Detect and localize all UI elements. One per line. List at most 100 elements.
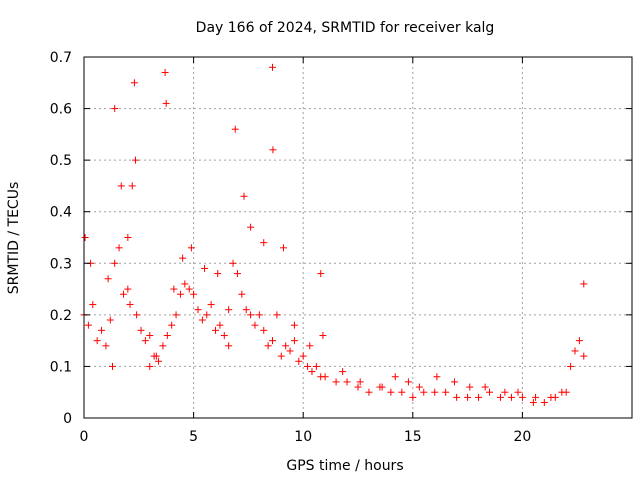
data-point [317,270,325,278]
data-point [130,79,138,87]
data-point [312,362,320,370]
data-point [225,306,233,314]
x-tick-label: 0 [80,429,89,445]
data-point [415,383,423,391]
data-point [233,270,241,278]
data-point [132,156,140,164]
data-point [264,342,272,350]
data-point [450,378,458,386]
data-point [398,388,406,396]
data-point [128,182,136,190]
data-point [216,321,224,329]
y-tick-label: 0.6 [50,102,72,118]
data-point [133,311,141,319]
data-point [185,285,193,293]
data-point [279,244,287,252]
data-point [141,337,149,345]
data-point [277,352,285,360]
data-point [580,280,588,288]
data-point [339,368,347,376]
y-tick-label: 0.5 [50,153,72,169]
data-point [242,306,250,314]
data-point [269,337,277,345]
data-point [269,63,277,71]
data-point [111,105,119,113]
data-point [466,383,474,391]
axis-ticks [83,56,632,419]
data-point [514,388,522,396]
y-tick-label: 0.4 [50,205,72,221]
data-point [442,388,450,396]
y-tick-label: 0 [63,411,72,427]
data-point [159,342,167,350]
data-point [163,331,171,339]
data-point [290,321,298,329]
data-point [321,373,329,381]
data-point [203,311,211,319]
tick-labels: 0 5 10 15 20 0 0.1 0.2 0.3 0.4 0.5 0.6 0.7 [50,50,532,445]
chart-title: Day 166 of 2024, SRMTID for receiver kal… [196,20,495,36]
data-point [93,337,101,345]
data-point [155,357,163,365]
data-point [507,393,515,401]
y-axis-label: SRMTID / TECUs [6,182,22,295]
data-point [98,326,106,334]
data-point [319,331,327,339]
data-point [580,352,588,360]
data-point [251,321,259,329]
data-point [529,399,537,407]
data-point [247,311,255,319]
y-tick-label: 0.2 [50,308,72,324]
x-tick-label: 10 [294,429,312,445]
data-point [255,311,263,319]
data-point [115,244,123,252]
data-point [214,270,222,278]
data-point [181,280,189,288]
data-point [404,378,412,386]
data-point [225,342,233,350]
data-point [356,378,364,386]
data-marks [80,63,588,407]
data-point [260,326,268,334]
grid-layer [84,57,632,418]
data-point [332,378,340,386]
data-point [295,357,303,365]
x-tick-label: 15 [404,429,422,445]
data-point [532,393,540,401]
data-point [391,373,399,381]
data-point [431,388,439,396]
data-point [89,301,97,309]
data-point [231,125,239,133]
data-point [273,311,281,319]
data-point [146,362,154,370]
data-point [306,342,314,350]
data-point [304,362,312,370]
data-point [481,383,489,391]
data-point [547,393,555,401]
plot-frame [83,56,633,419]
data-point [187,244,195,252]
x-tick-label: 5 [189,429,198,445]
data-point [119,290,127,298]
data-point [575,337,583,345]
data-point [229,259,237,267]
data-point [108,362,116,370]
data-point [106,316,114,324]
y-tick-label: 0.7 [50,50,72,66]
data-point [558,388,566,396]
data-point [486,388,494,396]
data-point [286,347,294,355]
data-point [168,321,176,329]
data-point [260,239,268,247]
data-point [240,192,248,200]
data-point [162,99,170,107]
data-point [126,301,134,309]
data-point [290,337,298,345]
data-point [102,342,110,350]
data-point [571,347,579,355]
data-point [496,393,504,401]
data-point [453,393,461,401]
data-point [170,285,178,293]
